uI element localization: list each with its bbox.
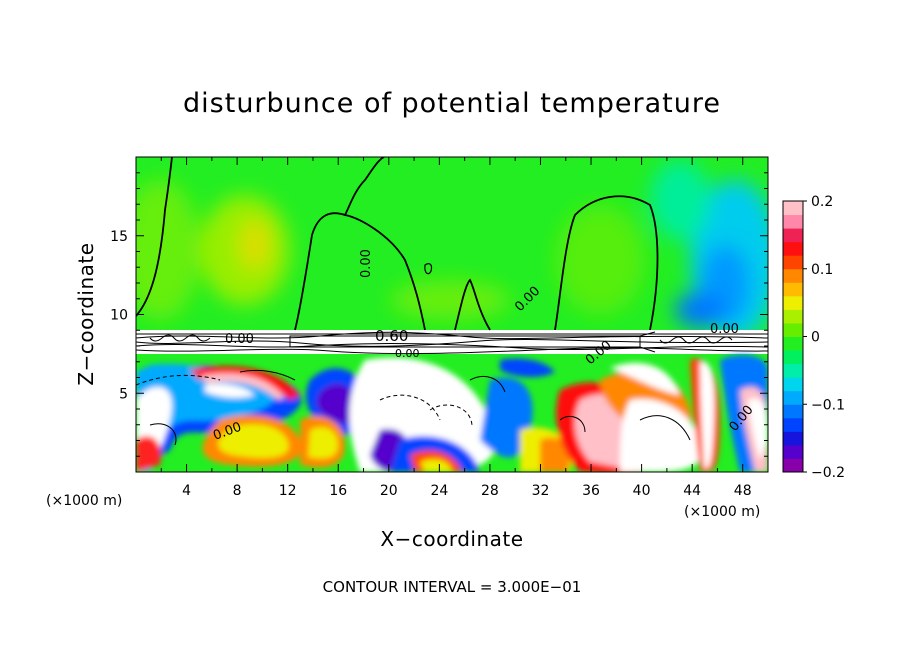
y-tick-label: 15 <box>110 229 128 245</box>
contour-interval-note: CONTOUR INTERVAL = 3.000E−01 <box>323 578 582 596</box>
y-axis-label: Z−coordinate <box>74 242 98 385</box>
colorbar-swatch <box>783 444 803 459</box>
colorbar-swatch <box>783 350 803 365</box>
zero-contour-upper <box>136 157 659 331</box>
colorbar-tick-label: −0.1 <box>811 397 845 413</box>
colorbar-swatch <box>783 282 803 297</box>
transition-band-contours <box>136 331 768 355</box>
colorbar-swatch <box>783 322 803 337</box>
upper-layer-variations <box>136 160 768 340</box>
x-tick-label: 4 <box>182 483 191 499</box>
colorbar-swatch <box>783 228 803 243</box>
colorbar-swatch <box>783 336 803 351</box>
contour-label: 0.00 <box>395 347 420 360</box>
colorbar-swatch <box>783 377 803 392</box>
x-tick-label: 40 <box>633 483 651 499</box>
x-tick-label: 32 <box>532 483 550 499</box>
colorbar-swatch <box>783 295 803 310</box>
colorbar-swatch <box>783 417 803 432</box>
colorbar-tick-label: 0.2 <box>811 194 833 210</box>
x-tick-label: 48 <box>734 483 752 499</box>
colorbar-swatch <box>783 241 803 256</box>
y-tick-label: 5 <box>119 386 128 402</box>
colorbar-tick-label: 0.1 <box>811 262 833 278</box>
x-axis-label: X−coordinate <box>380 527 523 551</box>
colorbar-swatch <box>783 309 803 324</box>
contour-label: 0.00 <box>225 332 254 347</box>
colorbar-swatch <box>783 458 803 473</box>
x-tick-label: 12 <box>279 483 297 499</box>
x-tick-label: 16 <box>329 483 347 499</box>
x-tick-label: 20 <box>380 483 398 499</box>
contour-label: 0.60 <box>375 327 408 345</box>
colorbar-swatch <box>783 363 803 378</box>
zero-contour-small <box>424 263 433 275</box>
chart-title: disturbunce of potential temperature <box>183 88 721 119</box>
colorbar-tick-label: 0 <box>811 330 820 346</box>
x-tick-label: 28 <box>481 483 499 499</box>
colorbar-swatch <box>783 268 803 283</box>
lower-layer-contours <box>136 369 691 446</box>
colorbar-ticks: 0.2 0.1 0 −0.1 −0.2 <box>803 194 845 481</box>
contour-label: 0.00 <box>710 322 739 337</box>
contour-label: 0.00 <box>359 249 374 278</box>
colorbar-swatch <box>783 390 803 405</box>
colorbar-tick-label: −0.2 <box>811 465 845 481</box>
lower-layer-structures <box>136 354 768 472</box>
colorbar-swatch <box>783 255 803 270</box>
colorbar-swatch <box>783 431 803 446</box>
x-axis: 4 8 12 16 20 24 28 32 36 40 44 48 <box>160 157 752 499</box>
x-tick-label: 44 <box>683 483 701 499</box>
x-unit-label-left: (×1000 m) <box>46 493 122 509</box>
colorbar-swatch <box>783 404 803 419</box>
x-tick-label: 36 <box>582 483 600 499</box>
colorbar-swatch <box>783 201 803 216</box>
y-tick-label: 10 <box>110 308 128 324</box>
x-tick-label: 24 <box>430 483 448 499</box>
x-tick-label: 8 <box>233 483 242 499</box>
plot-area <box>136 157 768 472</box>
colorbar-swatch <box>783 214 803 229</box>
colorbar <box>783 201 803 473</box>
y-axis: 5 10 15 <box>110 172 768 457</box>
x-unit-label-right: (×1000 m) <box>684 504 760 520</box>
